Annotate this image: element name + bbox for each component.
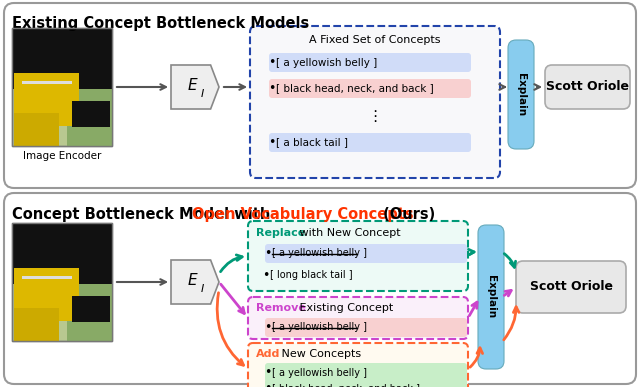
- Text: [ black head, neck, and back ]: [ black head, neck, and back ]: [272, 384, 420, 387]
- Text: Add: Add: [256, 349, 280, 359]
- FancyBboxPatch shape: [67, 89, 112, 146]
- FancyBboxPatch shape: [516, 261, 626, 313]
- FancyBboxPatch shape: [508, 40, 534, 149]
- Text: Scott Oriole: Scott Oriole: [529, 281, 612, 293]
- FancyBboxPatch shape: [269, 79, 471, 98]
- Text: New Concepts: New Concepts: [278, 349, 361, 359]
- Text: [ long black tail ]: [ long black tail ]: [270, 270, 353, 280]
- FancyBboxPatch shape: [545, 65, 630, 109]
- FancyBboxPatch shape: [4, 193, 636, 384]
- Text: [ black head, neck, and back ]: [ black head, neck, and back ]: [276, 84, 434, 94]
- FancyBboxPatch shape: [14, 268, 79, 321]
- Text: Explain: Explain: [486, 276, 496, 319]
- Text: $I$: $I$: [200, 282, 205, 294]
- FancyBboxPatch shape: [248, 221, 468, 291]
- FancyBboxPatch shape: [14, 308, 59, 341]
- Text: with New Concept: with New Concept: [296, 228, 401, 238]
- FancyBboxPatch shape: [12, 223, 112, 284]
- FancyBboxPatch shape: [265, 363, 467, 382]
- Text: Open Vocabulary Concepts: Open Vocabulary Concepts: [192, 207, 413, 222]
- FancyBboxPatch shape: [265, 244, 467, 263]
- Text: Replace: Replace: [256, 228, 305, 238]
- Text: •: •: [268, 56, 275, 69]
- Text: $I$: $I$: [200, 87, 205, 99]
- FancyBboxPatch shape: [12, 28, 112, 146]
- FancyBboxPatch shape: [248, 343, 468, 387]
- Text: $E$: $E$: [187, 77, 199, 93]
- Text: [ a yellowish belly ]: [ a yellowish belly ]: [272, 322, 367, 332]
- Text: [ a yellowish belly ]: [ a yellowish belly ]: [276, 58, 377, 67]
- Text: Existing Concept: Existing Concept: [296, 303, 393, 313]
- Text: •: •: [268, 136, 275, 149]
- FancyBboxPatch shape: [22, 81, 72, 84]
- FancyBboxPatch shape: [269, 133, 471, 152]
- Text: Explain: Explain: [516, 73, 526, 116]
- Text: A Fixed Set of Concepts: A Fixed Set of Concepts: [309, 35, 441, 45]
- Text: •: •: [264, 366, 271, 379]
- Text: [ a yellowish belly ]: [ a yellowish belly ]: [272, 248, 367, 259]
- Text: •: •: [264, 247, 271, 260]
- Text: $E$: $E$: [187, 272, 199, 288]
- Text: [ a yellowish belly ]: [ a yellowish belly ]: [272, 368, 367, 377]
- Text: Image Encoder: Image Encoder: [23, 151, 101, 161]
- Text: [ a black tail ]: [ a black tail ]: [276, 137, 348, 147]
- Text: •: •: [262, 269, 269, 281]
- FancyBboxPatch shape: [4, 3, 636, 188]
- Polygon shape: [171, 260, 219, 304]
- FancyBboxPatch shape: [12, 28, 112, 89]
- Text: (Ours): (Ours): [378, 207, 435, 222]
- FancyBboxPatch shape: [72, 101, 110, 127]
- FancyBboxPatch shape: [478, 225, 504, 369]
- FancyBboxPatch shape: [67, 284, 112, 341]
- FancyBboxPatch shape: [14, 113, 59, 146]
- Text: Existing Concept Bottleneck Models: Existing Concept Bottleneck Models: [12, 16, 309, 31]
- Text: Concept Bottleneck Model with: Concept Bottleneck Model with: [12, 207, 275, 222]
- Text: Scott Oriole: Scott Oriole: [546, 80, 629, 94]
- Text: ⋮: ⋮: [367, 110, 383, 125]
- FancyBboxPatch shape: [22, 276, 72, 279]
- FancyBboxPatch shape: [265, 379, 467, 387]
- Text: •: •: [264, 321, 271, 334]
- FancyBboxPatch shape: [72, 296, 110, 322]
- Text: Remove: Remove: [256, 303, 306, 313]
- FancyBboxPatch shape: [269, 53, 471, 72]
- Polygon shape: [171, 65, 219, 109]
- Text: •: •: [264, 382, 271, 387]
- FancyBboxPatch shape: [265, 318, 467, 337]
- FancyBboxPatch shape: [12, 223, 112, 341]
- FancyBboxPatch shape: [248, 297, 468, 339]
- FancyBboxPatch shape: [14, 73, 79, 126]
- Text: •: •: [268, 82, 275, 95]
- FancyBboxPatch shape: [250, 26, 500, 178]
